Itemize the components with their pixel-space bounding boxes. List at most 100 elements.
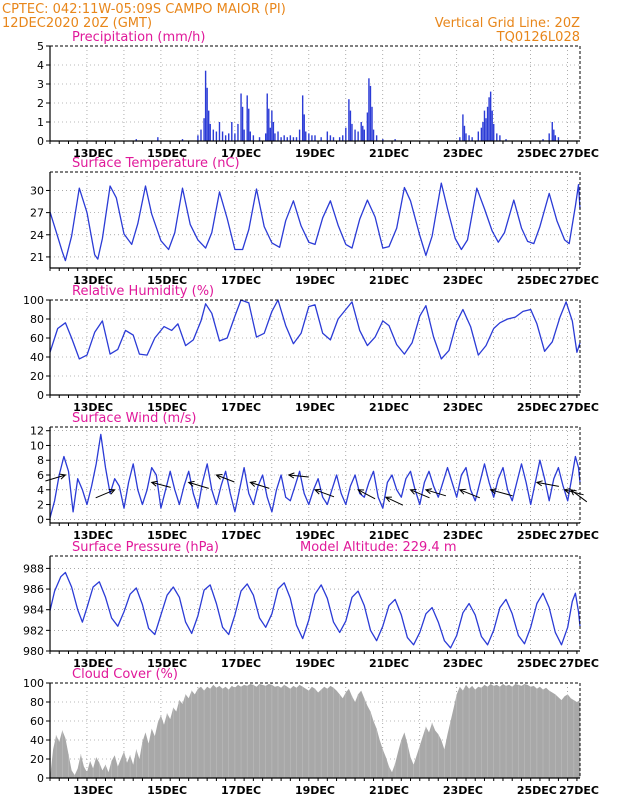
press-x-tick-label: 17DEC bbox=[221, 657, 261, 670]
precipitation-bar bbox=[246, 95, 248, 141]
cloud-y-tick-label: 60 bbox=[30, 715, 44, 728]
temp-x-tick-label: 25DEC bbox=[517, 274, 557, 287]
rh-y-tick-label: 100 bbox=[23, 294, 44, 307]
wind-x-tick-label: 13DEC bbox=[73, 529, 113, 542]
press-x-tick-label: 21DEC bbox=[369, 657, 409, 670]
cloud-panel: 0 20 40 60 80 100 13DEC 15DEC 17DEC 19DEC 21DEC 23D… bbox=[23, 677, 599, 797]
precipitation-bar bbox=[372, 129, 375, 141]
precip-y-tick-label: 2 bbox=[37, 97, 44, 110]
temp-x-tick-label: 19DEC bbox=[295, 274, 335, 287]
wind-arrow bbox=[424, 488, 447, 497]
precipitation-bar bbox=[362, 125, 364, 141]
precipitation-bar bbox=[200, 129, 202, 141]
precipitation-bar bbox=[354, 129, 356, 141]
precip-y-tick-label: 4 bbox=[37, 59, 44, 72]
precipitation-bar bbox=[135, 139, 137, 141]
wind-arrow bbox=[458, 488, 480, 499]
wind-y-tick-label: 6 bbox=[37, 469, 44, 482]
precipitation-bar bbox=[204, 70, 207, 141]
cloud-cover-title: Cloud Cover (%) bbox=[72, 667, 178, 682]
precipitation-bar bbox=[480, 127, 483, 141]
precipitation-bar bbox=[363, 129, 366, 141]
temp-x-tick-label: 15DEC bbox=[147, 274, 187, 287]
rh-x-tick-label: 17DEC bbox=[221, 401, 261, 414]
wind-arrow bbox=[313, 488, 335, 498]
precipitation-bar bbox=[311, 135, 313, 141]
precip-x-tick-label: 25DEC bbox=[517, 147, 557, 160]
wind-x-tick-label: 23DEC bbox=[443, 529, 483, 542]
wind-x-tick-label: 27DEC bbox=[559, 529, 599, 542]
press-x-tick-label: 15DEC bbox=[147, 657, 187, 670]
precipitation-bar bbox=[157, 137, 159, 141]
precipitation-bar bbox=[459, 137, 461, 141]
rh-series-line bbox=[49, 299, 581, 360]
wind-arrow bbox=[357, 489, 376, 500]
wind-y-tick-label: 10 bbox=[30, 439, 44, 452]
model-altitude-label: Model Altitude: 229.4 m bbox=[300, 540, 457, 555]
wind-x-tick-label: 25DEC bbox=[517, 529, 557, 542]
precipitation-bar bbox=[375, 135, 378, 141]
precipitation-bar bbox=[332, 137, 335, 141]
humidity-title: Relative Humidity (%) bbox=[72, 284, 214, 299]
wind-arrow bbox=[489, 488, 513, 497]
wind-arrow bbox=[150, 480, 171, 488]
precipitation-bar bbox=[206, 87, 208, 141]
precipitation-bar bbox=[505, 139, 507, 141]
wind-arrow bbox=[384, 496, 404, 506]
cloud-y-tick-label: 40 bbox=[30, 734, 44, 747]
precipitation-bar bbox=[488, 97, 490, 141]
press-y-tick-label: 988 bbox=[23, 562, 44, 575]
temp-y-tick-label: 21 bbox=[30, 251, 44, 264]
precipitation-bar bbox=[224, 135, 227, 141]
wind-y-tick-label: 8 bbox=[37, 454, 44, 467]
wind-arrow bbox=[409, 489, 430, 499]
rh-panel: 0 20 40 60 80 100 13DEC 15DEC 17DEC 19DEC 21DEC 23D… bbox=[23, 294, 599, 414]
precipitation-bar bbox=[471, 137, 473, 141]
temp-y-tick-label: 24 bbox=[30, 229, 44, 242]
precipitation-bar bbox=[241, 106, 244, 141]
wind-series-line bbox=[49, 433, 581, 518]
precipitation-bar bbox=[349, 110, 352, 141]
wind-arrow bbox=[249, 481, 270, 489]
precipitation-bar bbox=[357, 131, 359, 141]
temp-x-tick-label: 21DEC bbox=[369, 274, 409, 287]
precip-x-tick-label: 27DEC bbox=[559, 147, 599, 160]
precipitation-bar bbox=[551, 122, 553, 141]
precipitation-bar bbox=[280, 137, 282, 141]
precipitation-bar bbox=[203, 118, 205, 141]
cloud-x-tick-label: 27DEC bbox=[559, 784, 599, 797]
temp-x-tick-label: 17DEC bbox=[221, 274, 261, 287]
precip-x-tick-label: 19DEC bbox=[295, 147, 335, 160]
wind-y-tick-label: 12 bbox=[30, 425, 44, 438]
rh-x-tick-label: 15DEC bbox=[147, 401, 187, 414]
precipitation-bar bbox=[231, 122, 233, 141]
wind-x-tick-label: 21DEC bbox=[369, 529, 409, 542]
wind-title: Surface Wind (m/s) bbox=[72, 411, 196, 426]
precipitation-bar bbox=[249, 131, 251, 141]
cloud-y-tick-label: 20 bbox=[30, 753, 44, 766]
wind-y-tick-label: 2 bbox=[37, 499, 44, 512]
press-x-tick-label: 19DEC bbox=[295, 657, 335, 670]
precipitation-bar bbox=[482, 122, 484, 141]
cloud-x-tick-label: 19DEC bbox=[295, 784, 335, 797]
precipitation-bar bbox=[485, 118, 487, 141]
precipitation-bar bbox=[234, 133, 236, 141]
precipitation-bar bbox=[292, 137, 295, 141]
precipitation-bar bbox=[283, 135, 285, 141]
precipitation-bar bbox=[237, 123, 239, 141]
precip-y-tick-label: 1 bbox=[37, 116, 44, 129]
precipitation-bar bbox=[271, 110, 273, 141]
temp-x-tick-label: 27DEC bbox=[559, 274, 599, 287]
cloud-x-tick-label: 23DEC bbox=[443, 784, 483, 797]
precipitation-bar bbox=[382, 139, 384, 141]
precipitation-bar bbox=[301, 95, 304, 141]
rh-x-tick-label: 27DEC bbox=[559, 401, 599, 414]
precipitation-bar bbox=[462, 114, 464, 141]
cloud-x-tick-label: 13DEC bbox=[73, 784, 113, 797]
precipitation-bar bbox=[486, 106, 489, 141]
wind-y-tick-label: 0 bbox=[37, 513, 44, 526]
precip-y-tick-label: 0 bbox=[37, 135, 44, 148]
precipitation-bar bbox=[248, 108, 250, 141]
precipitation-bar bbox=[314, 135, 316, 141]
